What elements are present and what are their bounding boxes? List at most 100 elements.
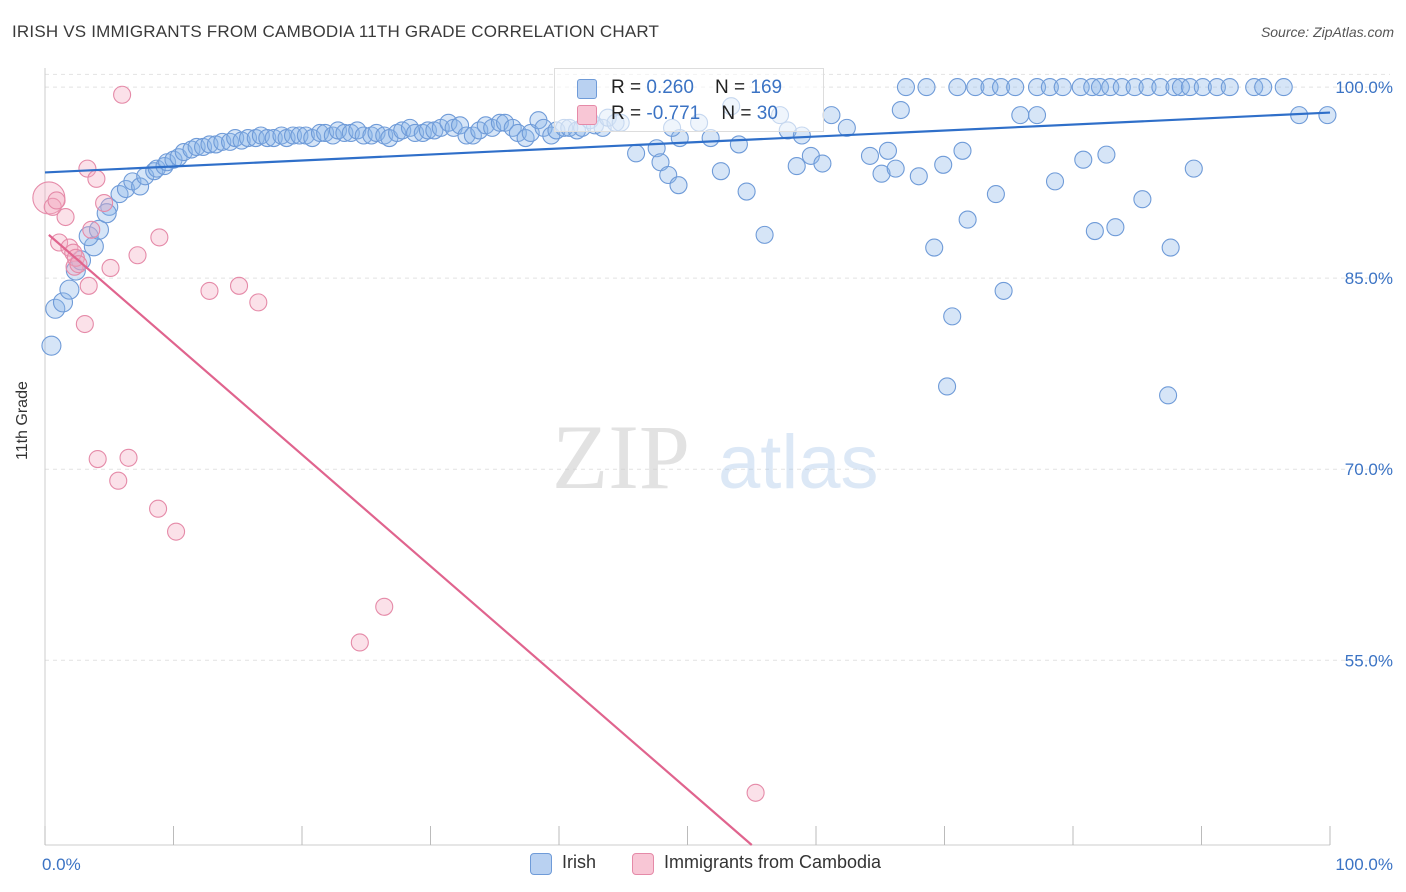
cambodia-point <box>78 159 97 178</box>
cambodia-point <box>79 276 98 295</box>
y-tick-labels: 55.0% 70.0% 85.0% 100.0% <box>1335 78 1393 670</box>
legend-irish-label: Irish <box>562 852 597 872</box>
irish-point <box>1159 386 1178 405</box>
irish-point <box>669 176 688 195</box>
irish-point <box>83 236 104 257</box>
cambodia-points <box>32 85 765 802</box>
irish-swatch <box>577 79 597 99</box>
irish-point <box>41 335 62 356</box>
y-tick-label: 100.0% <box>1335 78 1393 97</box>
irish-point <box>822 106 841 125</box>
irish-point <box>958 210 977 229</box>
irish-point <box>164 150 183 169</box>
irish-point <box>1161 238 1180 257</box>
cambodia-point <box>88 449 107 469</box>
irish-trend-line <box>44 111 1331 174</box>
watermark: ZIP atlas <box>552 406 879 508</box>
irish-point <box>1027 78 1047 97</box>
irish-point <box>729 135 748 154</box>
legend-cambodia-label: Immigrants from Cambodia <box>664 852 882 872</box>
irish-point <box>182 140 201 159</box>
irish-point <box>813 154 832 173</box>
irish-point <box>1083 78 1102 97</box>
irish-point <box>701 129 720 148</box>
stats-legend: R = 0.260 N = 169 R = -0.771 N = 30 <box>554 68 824 132</box>
cambodia-point <box>229 276 249 295</box>
irish-point <box>1040 78 1059 97</box>
irish-point <box>451 116 470 135</box>
cambodia-point <box>150 228 169 247</box>
irish-point <box>891 100 910 120</box>
irish-point <box>991 78 1011 97</box>
irish-point <box>1133 190 1152 209</box>
irish-point <box>1106 218 1125 237</box>
irish-point <box>934 155 953 174</box>
watermark-atlas: atlas <box>718 420 879 505</box>
irish-point <box>283 126 303 145</box>
irish-point <box>1318 106 1337 125</box>
irish-point <box>886 159 905 178</box>
irish-point <box>1045 172 1065 191</box>
irish-point <box>516 129 535 148</box>
irish-point <box>953 141 972 160</box>
cambodia-point <box>75 314 94 334</box>
irish-point <box>994 281 1013 300</box>
irish-point <box>1053 78 1072 97</box>
irish-point <box>131 177 150 196</box>
cambodia-r-label: R = <box>611 103 647 124</box>
y-tick-label: 70.0% <box>1345 460 1393 479</box>
irish-n-value: 169 <box>750 77 783 98</box>
irish-point <box>896 78 916 97</box>
irish-point <box>439 113 458 132</box>
cambodia-point <box>64 243 83 262</box>
cambodia-n-label: N = <box>721 103 757 124</box>
irish-point <box>1011 106 1030 125</box>
irish-point <box>948 78 967 97</box>
cambodia-point <box>350 633 369 652</box>
cambodia-point <box>167 522 186 541</box>
irish-point <box>787 157 806 176</box>
irish-point <box>258 129 277 148</box>
irish-point <box>1112 78 1131 97</box>
irish-point <box>1074 150 1093 169</box>
irish-point <box>938 377 957 396</box>
irish-point <box>1193 78 1212 97</box>
legend-cambodia-swatch <box>632 853 654 875</box>
cambodia-point <box>113 85 132 104</box>
cambodia-point <box>128 246 147 265</box>
irish-point <box>755 225 774 244</box>
irish-point <box>362 126 381 145</box>
cambodia-point <box>746 783 765 802</box>
irish-point <box>59 279 80 300</box>
y-tick-label: 55.0% <box>1345 651 1393 670</box>
cambodia-point <box>87 169 106 188</box>
cambodia-point <box>375 597 394 616</box>
irish-point <box>872 164 891 183</box>
irish-point <box>1180 78 1199 97</box>
chart-title: IRISH VS IMMIGRANTS FROM CAMBODIA 11TH G… <box>12 22 660 41</box>
irish-point <box>1006 78 1025 97</box>
cambodia-point <box>69 255 88 274</box>
irish-point <box>860 146 880 165</box>
x-tick-label-min: 0.0% <box>42 855 81 874</box>
irish-point <box>966 78 985 97</box>
cambodia-point <box>200 281 219 300</box>
irish-point <box>1274 78 1293 97</box>
irish-point <box>1085 221 1104 241</box>
y-tick-label: 85.0% <box>1345 269 1393 288</box>
cambodia-point <box>249 293 268 312</box>
cambodia-point <box>47 191 66 210</box>
irish-point <box>1220 78 1239 97</box>
cambodia-point <box>101 258 120 278</box>
cambodia-n-value: 30 <box>756 103 778 124</box>
irish-point <box>323 126 342 145</box>
irish-point <box>413 123 432 143</box>
irish-point <box>1090 78 1110 97</box>
irish-point <box>1125 78 1144 97</box>
source-label: Source: ZipAtlas.com <box>1260 24 1394 40</box>
irish-point <box>96 203 117 224</box>
irish-r-label: R = <box>611 77 647 98</box>
irish-n-label: N = <box>715 77 751 98</box>
bottom-legend: Irish Immigrants from Cambodia <box>0 852 1406 878</box>
irish-point <box>52 292 74 313</box>
